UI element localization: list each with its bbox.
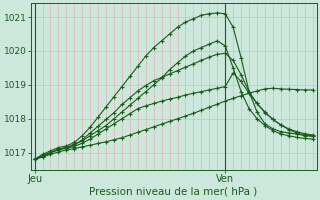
X-axis label: Pression niveau de la mer( hPa ): Pression niveau de la mer( hPa ) (90, 187, 258, 197)
